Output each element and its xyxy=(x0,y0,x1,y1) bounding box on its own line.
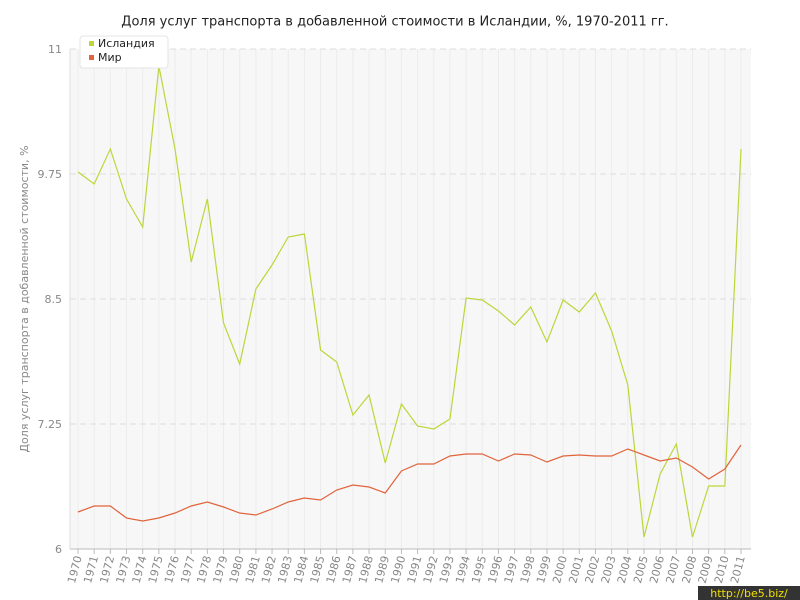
y-tick-label: 8.5 xyxy=(45,293,63,306)
legend-swatch xyxy=(89,55,94,60)
y-axis-label: Доля услуг транспорта в добавленной стои… xyxy=(18,145,31,452)
legend-box xyxy=(79,35,169,69)
y-tick-label: 9.75 xyxy=(38,168,63,181)
y-tick-label: 7.25 xyxy=(38,418,63,431)
y-tick-label: 6 xyxy=(55,543,62,556)
y-tick-label: 11 xyxy=(48,43,62,56)
line-series xyxy=(77,65,742,538)
legend-label: Исландия xyxy=(98,37,155,50)
chart-title: Доля услуг транспорта в добавленной стои… xyxy=(121,15,668,30)
line-series xyxy=(77,444,742,522)
watermark-background xyxy=(698,586,800,600)
watermark: http://be5.biz/ xyxy=(710,587,788,600)
legend-swatch xyxy=(89,41,94,46)
legend-label: Мир xyxy=(98,51,122,64)
